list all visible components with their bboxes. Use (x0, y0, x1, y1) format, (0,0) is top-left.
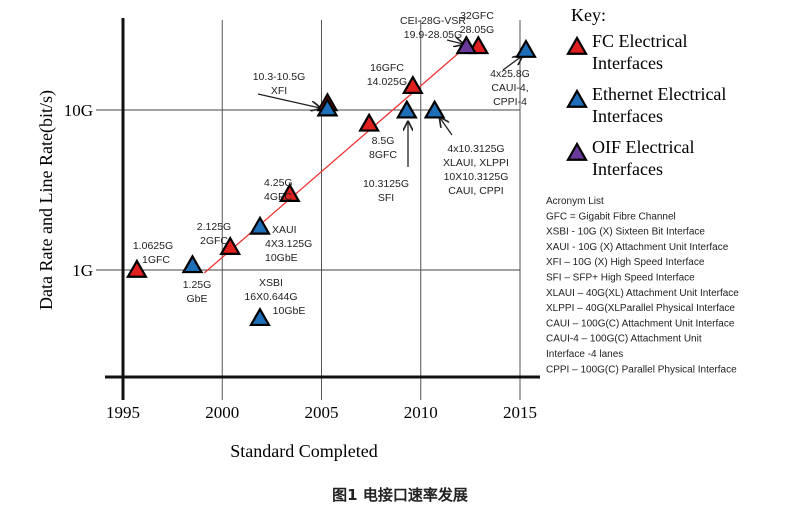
annotation-label: 4x10.3125G (447, 143, 504, 155)
annotation-label: SFI (378, 192, 394, 204)
legend-label: Interfaces (592, 53, 663, 73)
annotation-label: XLAUI, XLPPI (443, 157, 509, 169)
x-tick-label: 2005 (305, 403, 339, 422)
annotation-label: 10.3125G (363, 178, 409, 190)
y-tick-label: 1G (72, 261, 93, 280)
annotation-label: 8.5G (372, 135, 395, 147)
annotation-label: 16X0.644G (244, 291, 297, 303)
acronym-list-item: XLAUI – 40G(XL) Attachment Unit Interfac… (546, 288, 739, 299)
annotation-label: 8GFC (369, 149, 397, 161)
legend-title: Key: (571, 5, 606, 25)
annotation-label: 2.125G (197, 221, 231, 233)
data-point-ethernet (515, 38, 537, 58)
legend-marker-fc (566, 35, 588, 55)
annotation-label: 10X10.3125G (444, 171, 509, 183)
annotation-arrow (502, 56, 522, 71)
x-tick-label: 2010 (404, 403, 438, 422)
legend-marker-oif (566, 141, 588, 161)
acronym-list-item: XAUI - 10G (X) Attachment Unit Interface (546, 242, 729, 253)
annotation-label: 4X3.125G (265, 238, 312, 250)
data-point-fc (278, 182, 301, 202)
annotation-arrow (440, 118, 453, 136)
trend-line (203, 45, 467, 274)
annotation-label: 10.3-10.5G (253, 71, 306, 83)
data-point-fc (219, 235, 242, 255)
annotation-label: 28.05G (460, 24, 494, 36)
x-tick-label: 2000 (205, 403, 239, 422)
annotation-label: 10GbE (273, 305, 306, 317)
legend-marker-ethernet (566, 88, 588, 108)
annotation-label: 2GFC (200, 235, 228, 247)
annotation-label: 14.025G (367, 76, 407, 88)
annotation-label: CEI-28G-VSR (400, 15, 466, 27)
annotation-label: 4x25.8G (490, 68, 530, 80)
annotation-label: CAUI, CPPI (448, 185, 503, 197)
annotation-label: 1GFC (142, 254, 170, 266)
data-point-oif (455, 35, 478, 55)
annotation-label: 10GbE (265, 252, 298, 264)
data-point-ethernet (249, 306, 271, 327)
annotation-label: CPPI-4 (493, 96, 527, 108)
legend-label: OIF Electrical (592, 137, 694, 157)
acronym-list-item: CAUI-4 – 100G(C) Attachment Unit (546, 334, 702, 345)
annotation-label: 16GFC (370, 62, 404, 74)
annotation-label: CAUI-4, (491, 82, 528, 94)
data-point-fc (358, 112, 381, 132)
acronym-list-item: XFI – 10G (X) High Speed Interface (546, 257, 705, 268)
annotation-label: 19.9-28.05G (404, 29, 462, 41)
data-point-ethernet (181, 254, 204, 274)
annotation-label: XSBI (259, 277, 283, 289)
legend-label: Ethernet Electrical (592, 84, 726, 104)
legend-label: FC Electrical (592, 31, 687, 51)
y-axis-label: Data Rate and Line Rate(bit/s) (36, 90, 57, 310)
data-point-ethernet (316, 97, 339, 117)
x-tick-label: 1995 (106, 403, 140, 422)
acronym-list-item: CPPI – 100G(C) Parallel Physical Interfa… (546, 364, 737, 375)
annotation-label: 4.25G (264, 177, 293, 189)
annotation-label: 1.25G (183, 279, 212, 291)
legend-label: Interfaces (592, 106, 663, 126)
acronym-list-item: Acronym List (546, 196, 604, 207)
annotation-label: 1.0625G (133, 240, 173, 252)
data-point-ethernet (249, 215, 271, 235)
acronym-list-item: SFI – SFP+ High Speed Interface (546, 273, 695, 284)
annotation-label: 4GFC (264, 191, 292, 203)
data-point-ethernet (395, 99, 418, 119)
annotation-label: XAUI (272, 224, 297, 236)
acronym-list-item: Interface -4 lanes (546, 349, 623, 360)
acronym-list-item: XSBI - 10G (X) Sixteen Bit Interface (546, 227, 705, 238)
acronym-list-item: CAUI – 100G(C) Attachment Unit Interface (546, 318, 735, 329)
acronym-list-item: XLPPI – 40G(XLParallel Physical Interfac… (546, 303, 735, 314)
figure-caption: 图1 电接口速率发展 (332, 486, 468, 504)
annotation-label: 32GFC (460, 10, 494, 22)
annotation-label: XFI (271, 85, 287, 97)
annotation-arrow (446, 40, 463, 44)
data-point-fc (125, 258, 148, 278)
data-point-fc (401, 74, 424, 94)
annotation-arrow (257, 93, 320, 108)
annotation-label: GbE (186, 293, 207, 305)
x-axis-label: Standard Completed (230, 441, 377, 461)
legend-label: Interfaces (592, 159, 663, 179)
y-tick-label: 10G (64, 101, 93, 120)
data-point-ethernet (423, 99, 446, 119)
acronym-list-item: GFC = Gigabit Fibre Channel (546, 211, 676, 222)
x-tick-label: 2015 (503, 403, 537, 422)
